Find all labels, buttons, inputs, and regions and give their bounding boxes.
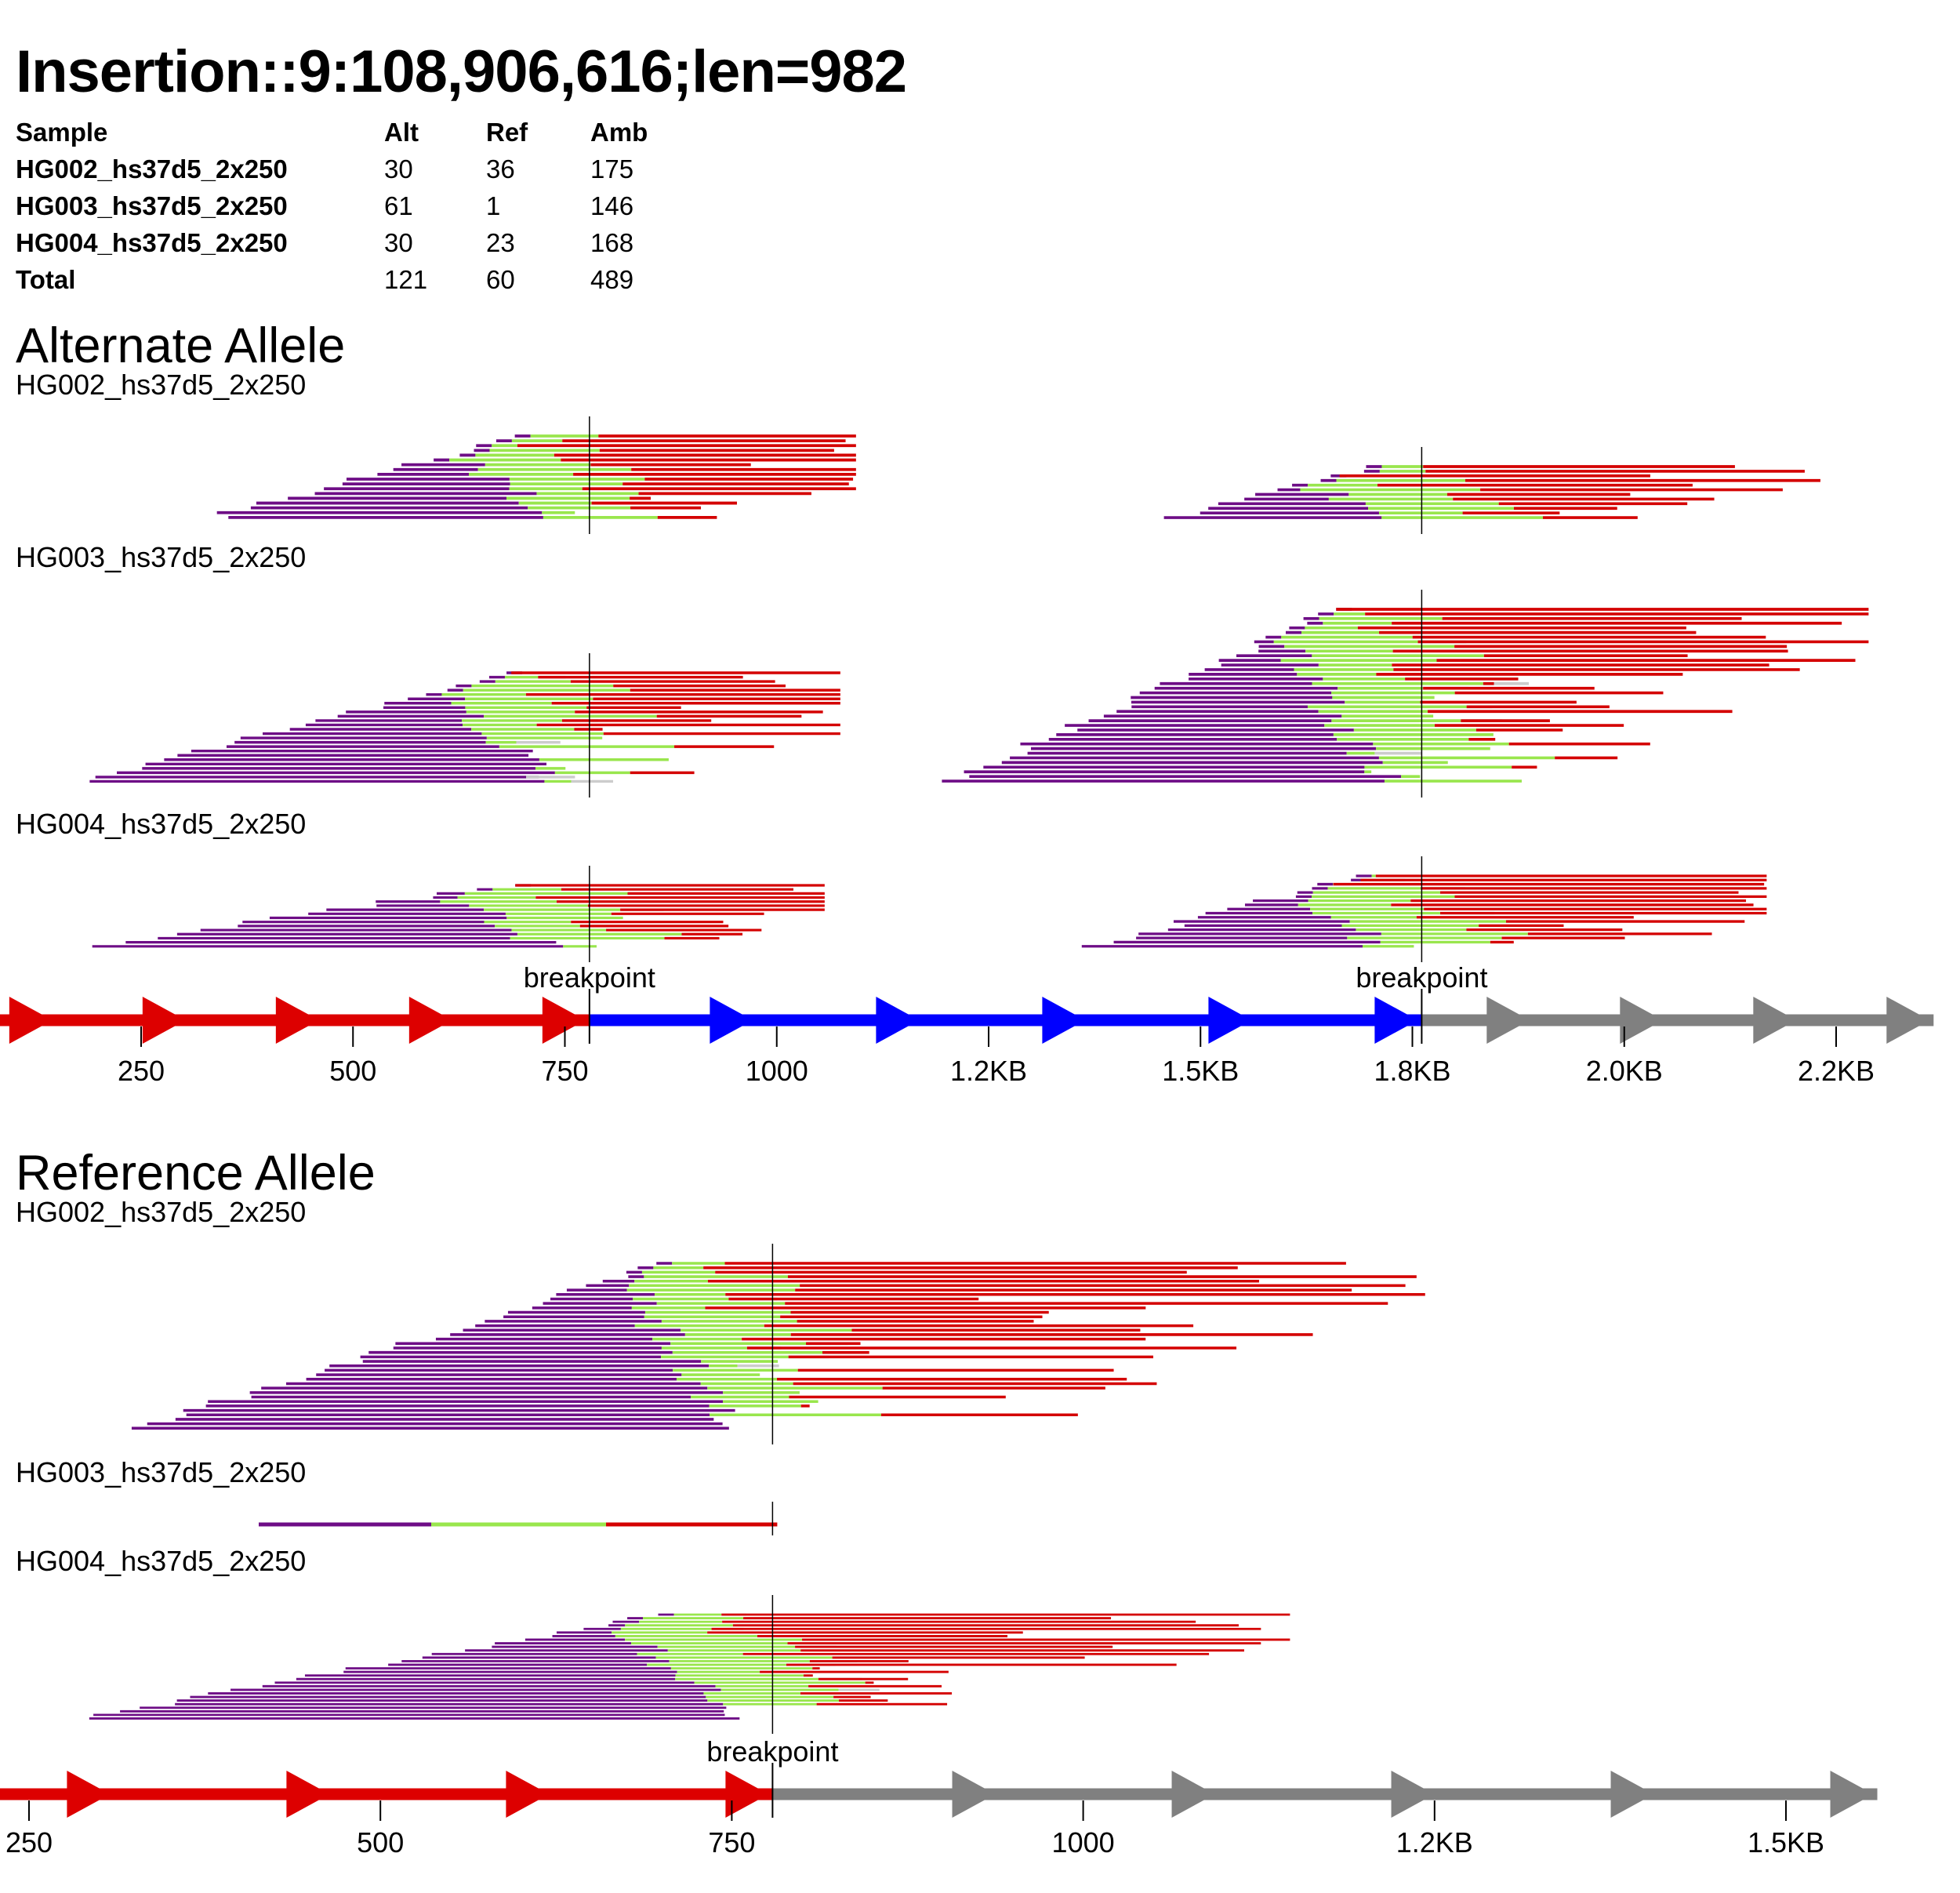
ref-tick-label: 500: [357, 1826, 404, 1858]
alt-arrow-gray: [1753, 997, 1797, 1044]
ref-arrow-red: [506, 1771, 550, 1818]
alt-arrow-blue: [1374, 997, 1418, 1044]
alt-cell: 61: [384, 191, 413, 220]
ref-tick-label: 250: [5, 1826, 53, 1858]
ref-cell: 36: [486, 154, 515, 183]
sample-cell: HG004_hs37d5_2x250: [16, 227, 288, 257]
sample-cell: HG002_hs37d5_2x250: [16, 154, 288, 183]
alt-arrow-gray: [1886, 997, 1930, 1044]
ref-arrow-gray: [1830, 1771, 1874, 1818]
alt-tick-label: 500: [329, 1055, 376, 1087]
ref-sample-label-hg003: HG003_hs37d5_2x250: [16, 1456, 307, 1488]
ref-cell: 1: [486, 191, 501, 220]
ref-breakpoint-label: breakpoint: [706, 1735, 838, 1768]
alt-tick-label: 250: [118, 1055, 165, 1087]
alt-breakpoint-label: breakpoint: [524, 961, 655, 994]
header-alt: Alt: [384, 117, 419, 147]
header-amb: Amb: [590, 117, 648, 147]
table-row: HG002_hs37d5_2x250 30 36 175: [16, 151, 684, 187]
ref-arrow-gray: [1391, 1771, 1435, 1818]
alt-cell: 30: [384, 154, 413, 183]
alt-arrow-red: [408, 997, 452, 1044]
alt-tick-label: 1.8KB: [1374, 1055, 1450, 1087]
amb-cell: 146: [590, 191, 634, 220]
alt-arrow-red: [9, 997, 53, 1044]
ref-cell: 60: [486, 264, 515, 294]
ref-cell: 23: [486, 227, 515, 257]
alt-arrow-blue: [1042, 997, 1086, 1044]
alt-arrow-red: [275, 997, 319, 1044]
alt-sample-label-hg003: HG003_hs37d5_2x250: [16, 541, 307, 573]
ref-tick-label: 1000: [1052, 1826, 1115, 1858]
amb-cell: 168: [590, 227, 634, 257]
alt-sample-label-hg004: HG004_hs37d5_2x250: [16, 808, 307, 840]
total-label-cell: Total: [16, 264, 76, 294]
alt-arrow-blue: [1208, 997, 1252, 1044]
ref-sample-label-hg002: HG002_hs37d5_2x250: [16, 1196, 307, 1228]
reference-allele-title: Reference Allele: [16, 1146, 376, 1201]
ref-arrow-red: [286, 1771, 330, 1818]
alt-arrow-red: [542, 997, 586, 1044]
table-header-row: Sample Alt Ref Amb: [16, 114, 684, 151]
alt-tick-label: 1.5KB: [1162, 1055, 1239, 1087]
alternate-allele-title: Alternate Allele: [16, 318, 346, 373]
alt-sample-label-hg002: HG002_hs37d5_2x250: [16, 369, 307, 401]
header-ref: Ref: [486, 117, 528, 147]
ref-arrow-gray: [952, 1771, 996, 1818]
amb-cell: 489: [590, 264, 634, 294]
ref-arrow-gray: [1171, 1771, 1215, 1818]
table-row: HG004_hs37d5_2x250 30 23 168: [16, 224, 684, 261]
alt-tick-label: 1000: [746, 1055, 808, 1087]
ref-tick-label: 1.5KB: [1748, 1826, 1824, 1858]
alt-arrow-blue: [876, 997, 920, 1044]
alt-cell: 121: [384, 264, 428, 294]
ref-arrow-gray: [1610, 1771, 1654, 1818]
alt-breakpoint-label: breakpoint: [1356, 961, 1487, 994]
ref-arrow-red: [725, 1771, 769, 1818]
table-row-total: Total 121 60 489: [16, 261, 684, 298]
alt-tick-label: 750: [541, 1055, 588, 1087]
alt-arrow-red: [142, 997, 186, 1044]
alt-arrow-gray: [1486, 997, 1530, 1044]
alt-arrow-gray: [1620, 997, 1664, 1044]
page-title: Insertion::9:108,906,616;len=982: [16, 38, 907, 105]
ref-tick-label: 750: [708, 1826, 755, 1858]
alt-tick-label: 1.2KB: [950, 1055, 1027, 1087]
ref-arrow-red: [67, 1771, 111, 1818]
alt-cell: 30: [384, 227, 413, 257]
header-sample: Sample: [16, 117, 108, 147]
ref-tick-label: 1.2KB: [1396, 1826, 1473, 1858]
alt-arrow-blue: [710, 997, 753, 1044]
ref-sample-label-hg004: HG004_hs37d5_2x250: [16, 1545, 307, 1577]
read-counts-table: Sample Alt Ref Amb HG002_hs37d5_2x250 30…: [16, 114, 684, 298]
sample-cell: HG003_hs37d5_2x250: [16, 191, 288, 220]
alt-tick-label: 2.2KB: [1798, 1055, 1875, 1087]
amb-cell: 175: [590, 154, 634, 183]
table-row: HG003_hs37d5_2x250 61 1 146: [16, 187, 684, 224]
alt-tick-label: 2.0KB: [1586, 1055, 1663, 1087]
